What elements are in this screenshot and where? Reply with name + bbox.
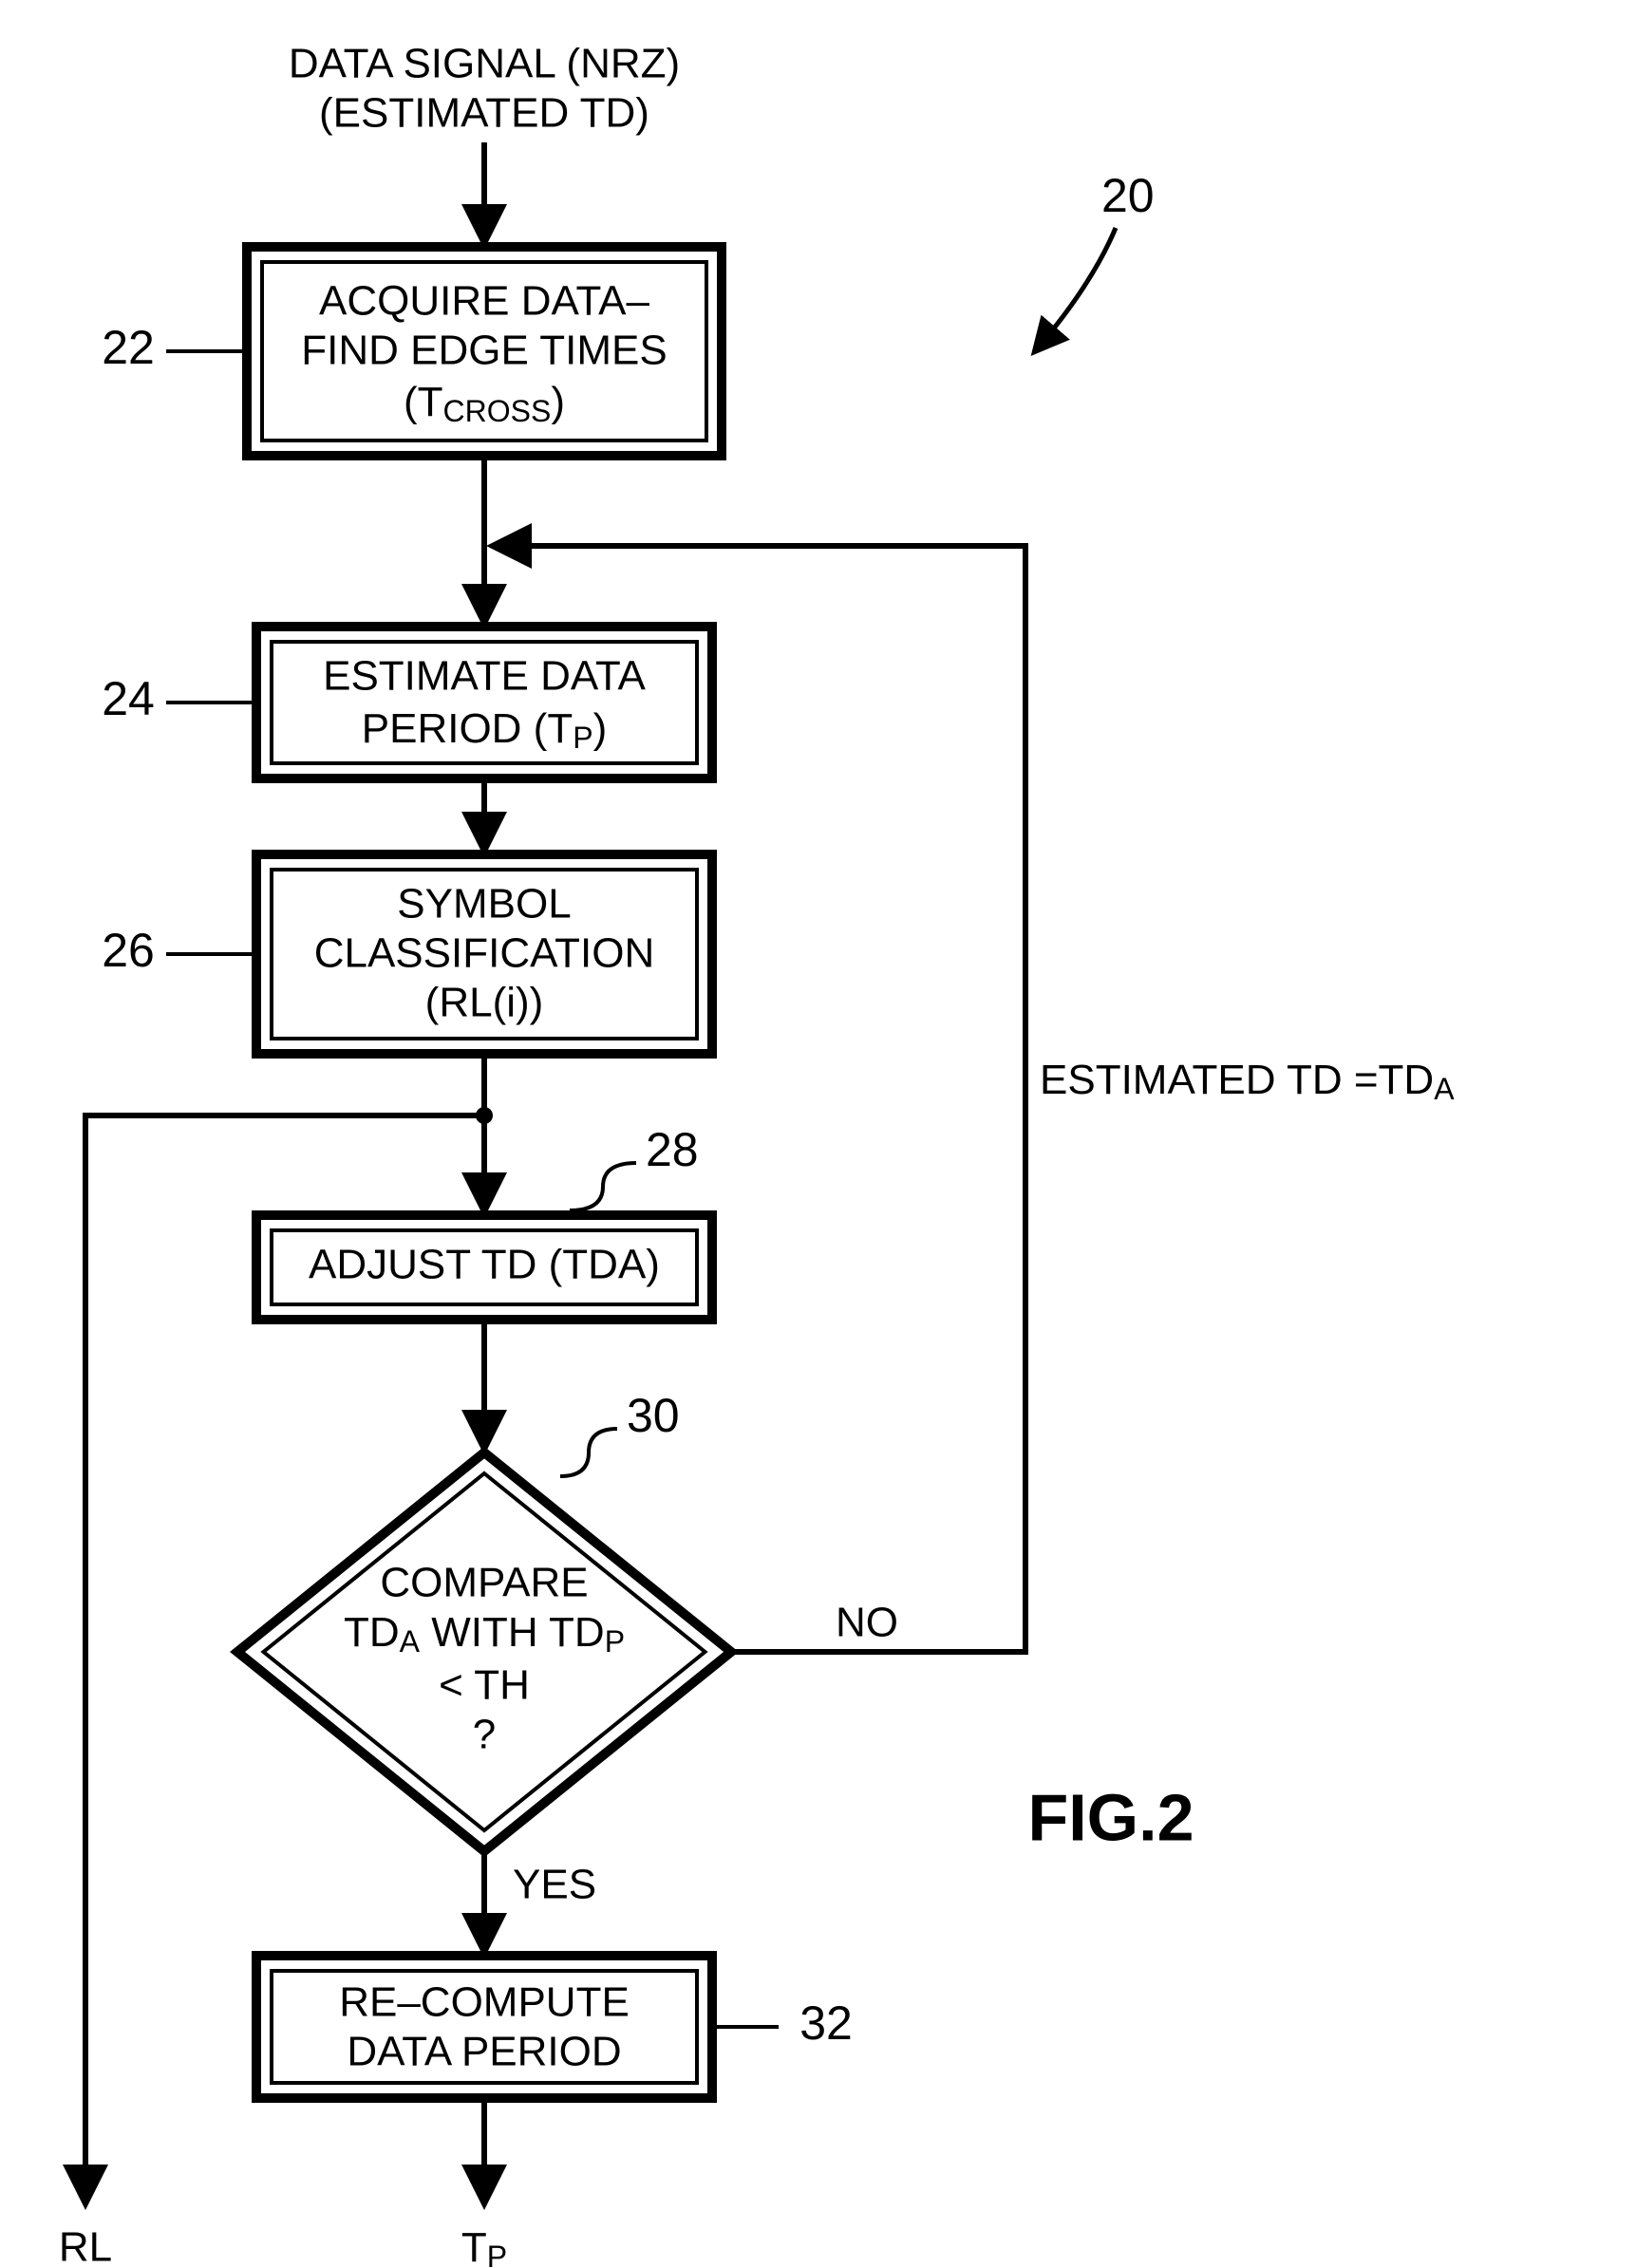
svg-text:COMPARE: COMPARE xyxy=(380,1560,588,1606)
svg-text:32: 32 xyxy=(799,1996,853,2050)
svg-text:?: ? xyxy=(473,1712,496,1758)
svg-text:PERIOD (TP): PERIOD (TP) xyxy=(362,705,607,756)
svg-text:FIG.2: FIG.2 xyxy=(1027,1780,1194,1854)
svg-text:NO: NO xyxy=(836,1600,898,1646)
svg-text:22: 22 xyxy=(102,321,155,374)
svg-text:SYMBOL: SYMBOL xyxy=(397,881,571,928)
svg-text:TDA WITH TDP: TDA WITH TDP xyxy=(344,1609,625,1659)
svg-text:YES: YES xyxy=(513,1862,596,1908)
svg-text:RL: RL xyxy=(59,2224,112,2268)
svg-text:(RL(i)): (RL(i)) xyxy=(425,980,544,1026)
svg-text:ESTIMATE DATA: ESTIMATE DATA xyxy=(323,653,646,700)
svg-text:CLASSIFICATION: CLASSIFICATION xyxy=(314,930,655,977)
svg-text:(ESTIMATED TD): (ESTIMATED TD) xyxy=(319,90,649,137)
svg-text:ACQUIRE DATA–: ACQUIRE DATA– xyxy=(319,278,650,325)
svg-text:20: 20 xyxy=(1101,169,1155,222)
svg-text:28: 28 xyxy=(646,1123,699,1176)
svg-text:30: 30 xyxy=(627,1389,680,1442)
svg-text:DATA PERIOD: DATA PERIOD xyxy=(347,2029,621,2075)
svg-text:ESTIMATED TD =TDA: ESTIMATED TD =TDA xyxy=(1040,1057,1455,1107)
svg-text:DATA SIGNAL (NRZ): DATA SIGNAL (NRZ) xyxy=(289,41,680,87)
svg-text:FIND EDGE TIMES: FIND EDGE TIMES xyxy=(301,328,667,374)
svg-text:ADJUST TD (TDA): ADJUST TD (TDA) xyxy=(309,1242,660,1288)
svg-text:TP: TP xyxy=(461,2224,507,2268)
svg-text:< TH: < TH xyxy=(439,1662,530,1709)
svg-text:RE–COMPUTE: RE–COMPUTE xyxy=(339,1979,630,2026)
svg-text:26: 26 xyxy=(102,924,155,977)
svg-text:24: 24 xyxy=(102,672,155,725)
